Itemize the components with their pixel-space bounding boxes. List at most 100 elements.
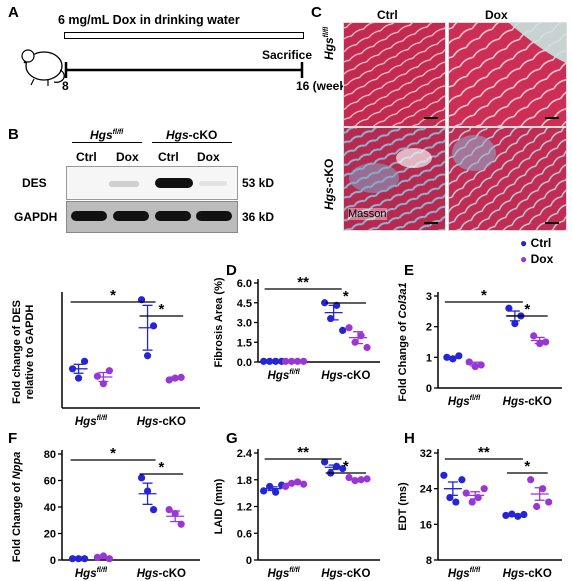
group-name: Hgs	[137, 416, 159, 428]
des-band-4	[199, 181, 227, 186]
data-point	[321, 458, 329, 466]
timeline	[64, 62, 304, 78]
scale-bar	[545, 117, 559, 119]
group-name: Hgs	[75, 568, 97, 580]
y-axis-label-gene: Col3a1	[397, 282, 409, 318]
data-point	[149, 506, 158, 514]
data-point	[542, 338, 550, 346]
lane-label-2: Dox	[116, 150, 139, 164]
significance-label: *	[481, 287, 487, 304]
lane-label-4: Dox	[197, 150, 220, 164]
des-band-3	[155, 178, 193, 188]
panel-label-f: F	[8, 430, 18, 447]
panel-label-h: H	[404, 430, 415, 447]
y-tick-label: 0	[426, 383, 432, 395]
group-superscript: fl/fl	[289, 369, 301, 376]
data-point	[300, 357, 308, 365]
scale-bar	[545, 222, 559, 224]
group-superscript: fl/fl	[97, 567, 109, 574]
data-point	[282, 357, 290, 365]
group-label-hgs-cko: Hgs-cKO	[137, 568, 186, 580]
data-point	[260, 487, 268, 495]
data-point	[539, 485, 547, 493]
data-point	[333, 462, 341, 470]
y-axis-label-line2: relative to GAPDH	[24, 305, 36, 400]
data-point	[446, 493, 454, 502]
data-point	[345, 324, 353, 332]
group-name: Hgs	[503, 396, 525, 408]
data-point	[530, 332, 538, 340]
data-point	[462, 489, 470, 497]
y-axis-label-line1: Fold change of DES	[11, 300, 23, 404]
data-point	[505, 304, 513, 312]
y-tick-label: 16	[420, 519, 432, 531]
legend-dox-dot: ●	[520, 252, 528, 266]
group-name: Hgs	[268, 568, 290, 580]
y-tick-label: 6.0	[237, 278, 252, 290]
data-point	[143, 487, 152, 495]
timeline-start: 8	[62, 79, 69, 93]
group-label-hgs-flfl: Hgsfl/fl	[448, 567, 481, 580]
y-axis-label: Fibrosis Area (%)	[213, 277, 225, 367]
data-point	[105, 367, 113, 375]
y-tick-label: 4.5	[237, 298, 252, 310]
data-point	[357, 332, 365, 340]
data-point	[471, 362, 479, 371]
blot-group1-sup: fl/fl	[112, 129, 124, 136]
blot-group-hgs-cko: Hgs-cKO	[166, 128, 217, 142]
significance-label: *	[110, 445, 116, 462]
y-tick-label: 20	[44, 529, 56, 541]
data-point	[339, 465, 347, 473]
significance-label: **	[297, 444, 309, 461]
gapdh-band-2	[113, 211, 149, 221]
y-axis-label: Fold Change of Col3a1	[397, 282, 409, 401]
group-name: Hgs	[448, 568, 470, 580]
blot-group2-name: Hgs	[166, 128, 189, 142]
des-band-2	[109, 181, 139, 187]
data-point	[440, 471, 448, 479]
data-point	[143, 352, 152, 360]
blot-group2-line	[152, 142, 232, 143]
data-point	[68, 365, 77, 373]
group-label-hgs-flfl: Hgsfl/fl	[448, 395, 481, 408]
histology-image-cko-dox	[448, 127, 567, 231]
data-point	[327, 314, 335, 323]
y-tick-label: 1	[426, 352, 432, 364]
y-tick-label: 3.0	[237, 318, 252, 330]
data-point	[294, 357, 302, 365]
y-axis-label: Fold change of DESrelative to GAPDH	[11, 300, 36, 404]
data-point	[480, 485, 488, 493]
panel-label-a: A	[8, 4, 19, 21]
histology-image-flfl-ctrl	[343, 22, 446, 127]
data-point	[171, 510, 179, 518]
histo-col-ctrl: Ctrl	[377, 8, 398, 22]
data-point	[514, 512, 522, 520]
gapdh-band-3	[155, 211, 191, 221]
significance-label: *	[524, 458, 530, 475]
panel-label-g: G	[226, 430, 238, 447]
data-point	[282, 482, 290, 491]
data-point	[443, 353, 451, 361]
panel-label-e: E	[404, 262, 415, 279]
group-suffix: -cKO	[524, 396, 552, 408]
data-point	[266, 482, 274, 491]
significance-label: *	[343, 458, 349, 475]
group-label-hgs-cko: Hgs-cKO	[503, 568, 552, 580]
y-tick-label: 40	[44, 502, 56, 514]
data-point	[294, 478, 302, 486]
significance-label: *	[158, 301, 164, 318]
group-label-hgs-flfl: Hgsfl/fl	[75, 415, 108, 428]
y-axis-label: Fold Change of Nppa	[11, 452, 23, 563]
data-point	[165, 376, 173, 384]
legend-ctrl: ● Ctrl	[520, 236, 553, 250]
data-point	[93, 553, 101, 561]
y-tick-label: 32	[420, 448, 432, 460]
data-point	[80, 555, 89, 563]
y-axis-label-text: Fold Change of	[11, 479, 23, 562]
data-point	[177, 520, 185, 528]
significance-label: *	[343, 288, 349, 305]
data-point	[351, 477, 359, 485]
group-suffix: -cKO	[524, 568, 552, 580]
data-point	[474, 493, 482, 502]
data-point	[465, 358, 473, 366]
